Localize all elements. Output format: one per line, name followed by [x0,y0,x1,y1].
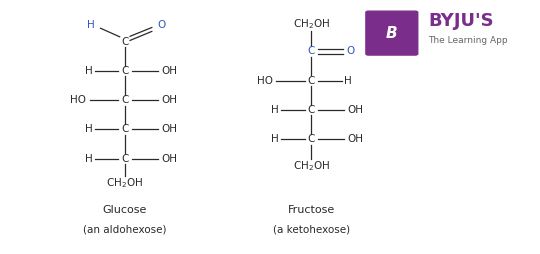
Text: H: H [85,124,92,134]
Text: OH: OH [161,154,177,164]
Text: C: C [308,105,315,115]
Text: HO: HO [70,95,86,105]
Text: OH: OH [161,95,177,105]
Text: Glucose: Glucose [103,205,147,215]
Text: H: H [271,105,279,115]
Text: H: H [85,154,92,164]
Text: OH: OH [161,124,177,134]
Text: HO: HO [257,76,273,86]
Text: CH$_2$OH: CH$_2$OH [293,159,330,173]
FancyBboxPatch shape [366,11,418,55]
Text: (a ketohexose): (a ketohexose) [273,225,350,234]
Text: C: C [121,154,129,164]
Text: O: O [157,20,165,29]
Text: C: C [121,66,129,76]
Text: H: H [85,66,92,76]
Text: C: C [121,37,129,47]
Text: C: C [121,95,129,105]
Text: OH: OH [161,66,177,76]
Text: CH$_2$OH: CH$_2$OH [293,18,330,31]
Text: C: C [121,124,129,134]
Text: C: C [308,46,315,56]
Text: OH: OH [348,105,363,115]
Text: C: C [308,134,315,144]
Text: The Learning App: The Learning App [428,36,508,45]
Text: Fructose: Fructose [288,205,335,215]
Text: B: B [386,26,397,41]
Text: BYJU'S: BYJU'S [428,12,494,30]
Text: CH$_2$OH: CH$_2$OH [106,176,143,190]
Text: C: C [308,76,315,86]
Text: H: H [344,76,352,86]
Text: H: H [271,134,279,144]
Text: (an aldohexose): (an aldohexose) [83,225,167,234]
Text: O: O [346,46,354,56]
Text: OH: OH [348,134,363,144]
Text: H: H [87,20,95,29]
